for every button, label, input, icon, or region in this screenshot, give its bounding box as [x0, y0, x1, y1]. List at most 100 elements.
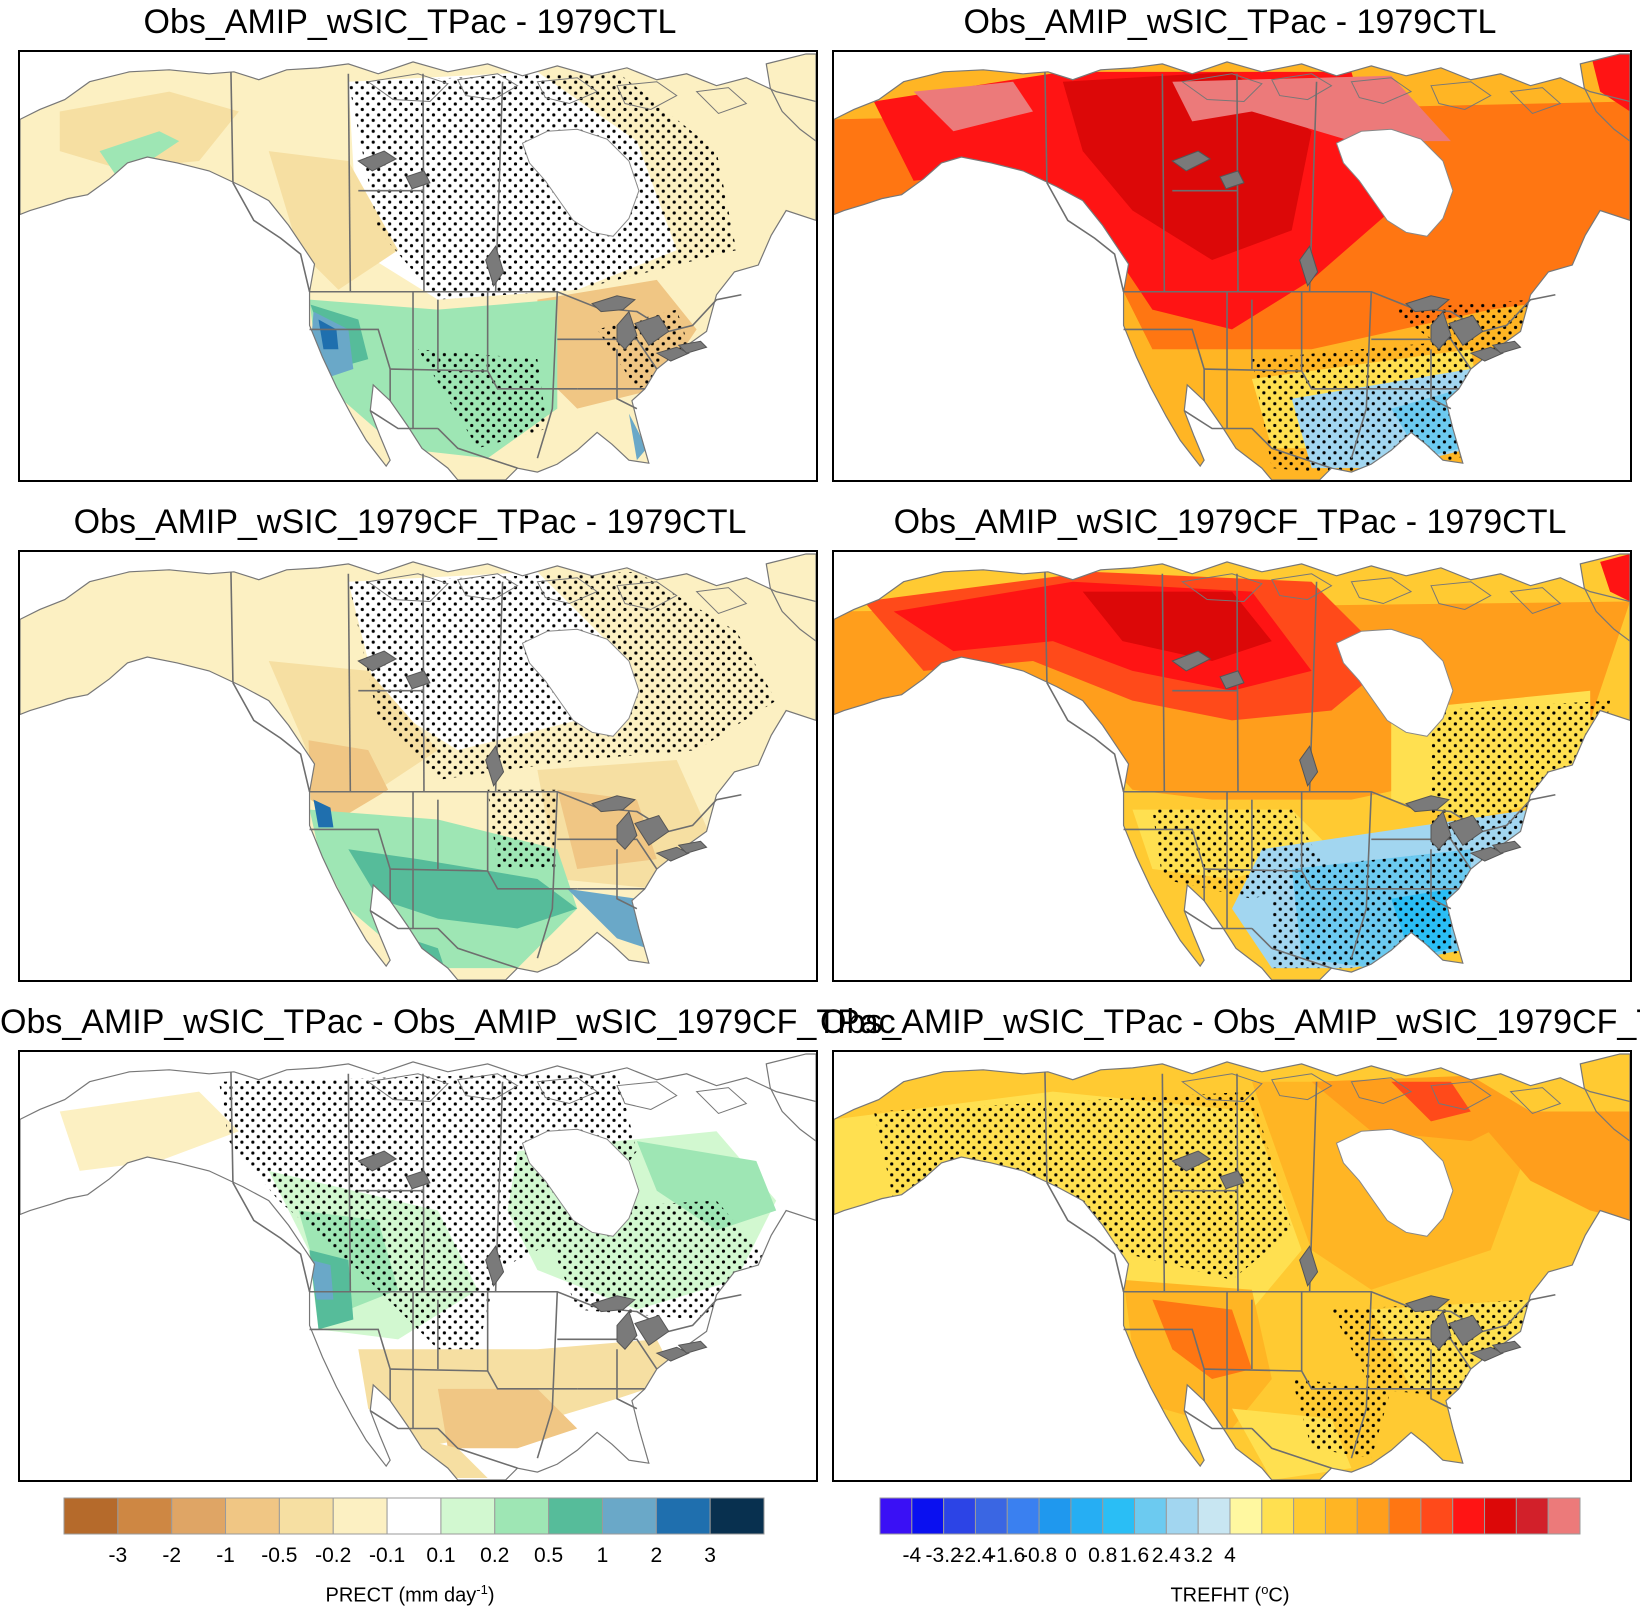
lake: [616, 810, 638, 850]
prect-label-sup: -1: [476, 1582, 488, 1597]
trefht-colorbar-swatch: [1324, 1497, 1358, 1535]
hudson-bay: [521, 628, 640, 737]
lake: [1491, 340, 1522, 354]
prect-colorbar-tick-label: 0.2: [480, 1544, 509, 1567]
political-border: [1183, 409, 1252, 430]
coastline: [20, 561, 816, 980]
island-coastline: [616, 81, 678, 110]
political-border: [1430, 849, 1452, 910]
lake: [1430, 1310, 1452, 1350]
greenland-coastline: [765, 553, 816, 642]
lake: [1430, 810, 1452, 850]
political-border: [536, 1291, 559, 1459]
prect-colorbar-tick-label: 0.1: [426, 1544, 455, 1567]
map-panel-prect-row3: [18, 1050, 818, 1482]
prect-colorbar-swatch: [386, 1497, 442, 1535]
anomaly-field: [834, 553, 1630, 980]
trefht-colorbar-tick-label: 3.2: [1184, 1544, 1213, 1567]
prect-colorbar-tick-label: -3: [109, 1544, 128, 1567]
political-border: [230, 1071, 234, 1183]
prect-colorbar-tick-label: 0.5: [534, 1544, 563, 1567]
significance-stipple: [873, 1091, 1292, 1280]
anomaly-contour: [1082, 591, 1272, 661]
political-border: [1371, 838, 1472, 870]
prect-colorbar-swatch: [225, 1497, 280, 1535]
panel-title-trefht-row1: Obs_AMIP_wSIC_TPac - 1979CTL: [963, 3, 1497, 41]
lake: [1171, 150, 1212, 172]
island-coastline: [1180, 573, 1263, 603]
hudson-bay: [1335, 628, 1454, 737]
trefht-colorbar-swatch: [1102, 1497, 1136, 1535]
anomaly-contour: [1172, 75, 1451, 142]
island-coastline: [536, 577, 599, 605]
anomaly-field: [834, 1053, 1630, 1480]
hudson-bay: [521, 128, 640, 237]
lake: [1430, 310, 1452, 350]
trefht-colorbar-swatch: [1070, 1497, 1104, 1535]
political-border: [437, 427, 518, 469]
trefht-label-main: TREFHT (: [1170, 1584, 1262, 1607]
lake: [485, 1245, 505, 1287]
anomaly-field: [834, 53, 1630, 480]
island-coastline: [366, 73, 449, 103]
island-coastline: [1509, 587, 1562, 614]
prect-colorbar-swatch: [278, 1497, 334, 1535]
political-border: [616, 1349, 638, 1410]
anomaly-field: [20, 53, 816, 480]
greenland-coastline: [1579, 53, 1630, 142]
anomaly-contour: [310, 1260, 334, 1300]
coastline: [20, 61, 816, 480]
island-coastline: [536, 77, 599, 105]
colorbar-label-prect: PRECT (mm day-1): [0, 1582, 820, 1608]
island-coastline: [616, 581, 678, 610]
lake: [655, 346, 690, 362]
lake: [357, 650, 398, 672]
political-border: [557, 1338, 658, 1370]
lake: [591, 795, 637, 813]
anomaly-contour: [437, 1388, 578, 1449]
lake: [405, 1170, 431, 1190]
anomaly-contour: [313, 799, 334, 828]
lake: [677, 840, 708, 854]
political-border: [1430, 349, 1452, 410]
lake: [591, 1295, 637, 1313]
island-coastline: [695, 1087, 748, 1114]
greenland-coastline: [1579, 1053, 1630, 1142]
prect-colorbar-swatch: [601, 1497, 657, 1535]
prect-colorbar-swatch: [171, 1497, 227, 1535]
anomaly-contour: [318, 319, 339, 350]
prect-colorbar-swatch: [332, 1497, 388, 1535]
trefht-colorbar-swatch: [1229, 1497, 1263, 1535]
island-coastline: [1180, 1073, 1263, 1103]
prect-colorbar-swatch: [494, 1497, 550, 1535]
lake: [655, 846, 690, 862]
lake: [1469, 1346, 1504, 1362]
colorbar-trefht: -4 -3.2 -2.4 -1.6 -0.8 0 0.8 1.6 2.4 3.2 4: [879, 1497, 1581, 1568]
island-coastline: [1509, 1087, 1562, 1114]
anomaly-contour: [636, 1141, 777, 1231]
prect-colorbar-tick-label: -0.5: [261, 1544, 297, 1567]
trefht-colorbar-swatch: [1515, 1497, 1549, 1535]
lake: [1448, 314, 1484, 346]
prect-colorbar-swatch: [709, 1497, 765, 1535]
political-border: [1430, 1349, 1452, 1410]
lake: [1299, 245, 1319, 287]
political-border: [437, 1427, 518, 1469]
political-border: [1123, 1328, 1205, 1370]
island-coastline: [695, 87, 748, 114]
trefht-colorbar-tick-label: 4: [1224, 1544, 1236, 1567]
island-coastline: [1430, 81, 1492, 110]
lake: [1405, 1295, 1451, 1313]
trefht-colorbar-tick-label: -2.4: [957, 1544, 994, 1567]
lake: [616, 310, 638, 350]
lake: [1405, 295, 1451, 313]
trefht-colorbar-tick-label: 2.4: [1152, 1544, 1182, 1567]
lake: [634, 314, 670, 346]
anomaly-contour: [59, 1091, 239, 1171]
map-panel-trefht-row2: [832, 550, 1632, 982]
prect-colorbar-tick-label: -2: [162, 1544, 181, 1567]
political-border: [1123, 828, 1205, 870]
political-border: [1161, 573, 1166, 792]
lake: [357, 150, 398, 172]
island-coastline: [366, 1073, 449, 1103]
